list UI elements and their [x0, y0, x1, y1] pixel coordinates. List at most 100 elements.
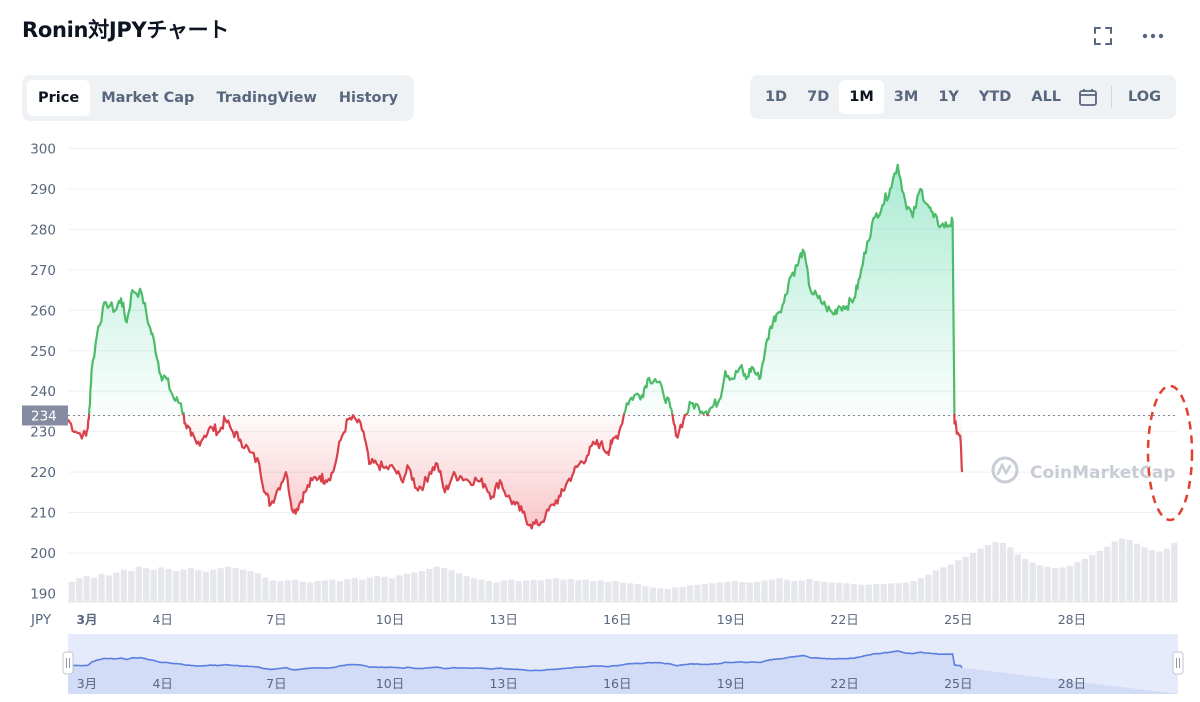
range-divider	[1111, 86, 1113, 108]
volume-bar	[753, 581, 761, 602]
navigator-left-handle[interactable]	[62, 651, 74, 675]
y-tick-label: 280	[30, 222, 56, 238]
volume-bar	[493, 582, 500, 602]
volume-bar	[545, 578, 552, 602]
volume-bar	[1156, 551, 1163, 602]
range-1m[interactable]: 1M	[839, 80, 884, 114]
volume-bar	[649, 587, 656, 602]
range-1d[interactable]: 1D	[764, 89, 788, 105]
volume-bar	[470, 578, 478, 602]
range-all[interactable]: ALL	[1031, 89, 1062, 105]
y-tick-label: 230	[30, 425, 56, 441]
volume-bar	[359, 579, 366, 602]
navigator-tick-label: 25日	[944, 676, 972, 691]
volume-bar	[709, 583, 716, 602]
volume-bar	[351, 578, 358, 602]
volume-bar	[217, 568, 224, 602]
volume-bar	[1007, 547, 1014, 602]
y-axis-ticks: 190 200 210 220 230 240 250 260 270 280 290 300	[30, 142, 56, 603]
tab-tradingview[interactable]: TradingView	[216, 90, 317, 106]
volume-bar	[1074, 562, 1081, 602]
range-navigator[interactable]: 3月 4日 7日 10日 13日 16日 19日 22日 25日 28日	[62, 634, 1184, 694]
volume-bar	[411, 572, 418, 602]
volume-bar	[523, 580, 530, 602]
y-tick-label: 200	[30, 546, 56, 562]
volume-bar	[798, 580, 805, 602]
volume-bar	[172, 571, 180, 602]
volume-bar	[1111, 541, 1118, 602]
baseline-label: 234	[22, 405, 68, 426]
volume-bar	[828, 582, 835, 602]
volume-bar	[478, 579, 485, 602]
volume-bar	[210, 569, 217, 602]
volume-bar	[299, 581, 306, 602]
navigator-tick-label: 13日	[489, 676, 517, 691]
volume-bar	[485, 581, 493, 602]
volume-bar	[441, 568, 448, 602]
volume-bar	[776, 578, 783, 602]
volume-bar	[560, 579, 567, 602]
navigator-right-handle[interactable]	[1172, 651, 1184, 675]
volume-bar	[902, 582, 910, 602]
volume-bar	[977, 548, 984, 602]
y-tick-label: 210	[30, 506, 56, 522]
volume-bar	[813, 581, 820, 602]
tab-price[interactable]: Price	[27, 80, 91, 116]
y-axis-currency-label: JPY	[30, 612, 52, 628]
x-tick-label: 16日	[603, 612, 631, 627]
volume-bar	[128, 571, 135, 602]
volume-bar	[113, 572, 120, 602]
volume-bar	[374, 576, 381, 602]
tab-market-cap[interactable]: Market Cap	[101, 90, 195, 106]
volume-bar	[537, 580, 545, 602]
volume-bar	[344, 578, 351, 602]
x-tick-label: 22日	[830, 612, 858, 627]
more-dots-icon[interactable]	[1139, 22, 1167, 50]
calendar-icon[interactable]	[1071, 80, 1105, 114]
x-axis-ticks: 3月 4日 7日 10日 13日 16日 19日 22日 25日 28日	[76, 612, 1086, 627]
log-toggle[interactable]: LOG	[1128, 89, 1161, 105]
volume-bar	[1133, 543, 1141, 602]
price-chart[interactable]: 190 200 210 220 230 240 250 260 270 280 290 300 234…	[0, 130, 1200, 702]
volume-bar	[366, 577, 373, 602]
volume-bar	[1029, 562, 1036, 602]
volume-bar	[1126, 540, 1133, 602]
volume-bar	[567, 578, 574, 602]
range-1y[interactable]: 1Y	[938, 89, 959, 105]
price-area-fills	[68, 164, 963, 529]
tab-history[interactable]: History	[338, 90, 399, 106]
volume-bar	[955, 560, 962, 602]
navigator-tick-label: 4日	[152, 676, 172, 691]
range-3m[interactable]: 3M	[893, 89, 919, 105]
volume-bar	[664, 589, 671, 602]
volume-bar	[1044, 566, 1051, 602]
baseline-label-box	[22, 405, 68, 426]
volume-bar	[254, 573, 262, 602]
volume-bar	[1089, 555, 1096, 602]
y-tick-label: 260	[30, 303, 56, 319]
x-tick-label: 13日	[489, 612, 517, 627]
volume-bar	[843, 583, 850, 602]
volume-bar	[515, 581, 522, 602]
expand-icon[interactable]	[1089, 22, 1117, 50]
volume-bar	[403, 573, 411, 602]
volume-bar	[306, 582, 314, 602]
volume-bar	[120, 569, 127, 602]
volume-bar	[239, 569, 247, 602]
volume-bar	[1022, 558, 1029, 602]
volume-bar	[396, 575, 403, 602]
range-7d[interactable]: 7D	[807, 89, 830, 105]
volume-bar	[388, 578, 396, 602]
volume-bar	[917, 578, 925, 602]
volume-bar	[1141, 547, 1148, 602]
volume-bar	[984, 545, 992, 602]
volume-bar	[947, 564, 954, 602]
volume-bar	[746, 582, 753, 602]
volume-bar	[83, 576, 90, 602]
volume-bar	[135, 566, 142, 602]
baseline-label-text: 234	[31, 408, 57, 424]
range-ytd[interactable]: YTD	[978, 89, 1012, 105]
volume-bar	[724, 581, 731, 602]
volume-bar	[418, 571, 425, 602]
volume-bar	[970, 553, 977, 602]
